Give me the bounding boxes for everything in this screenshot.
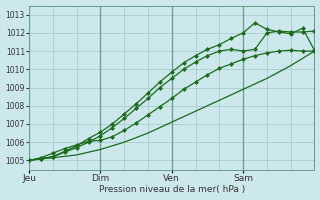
X-axis label: Pression niveau de la mer( hPa ): Pression niveau de la mer( hPa ): [99, 185, 245, 194]
